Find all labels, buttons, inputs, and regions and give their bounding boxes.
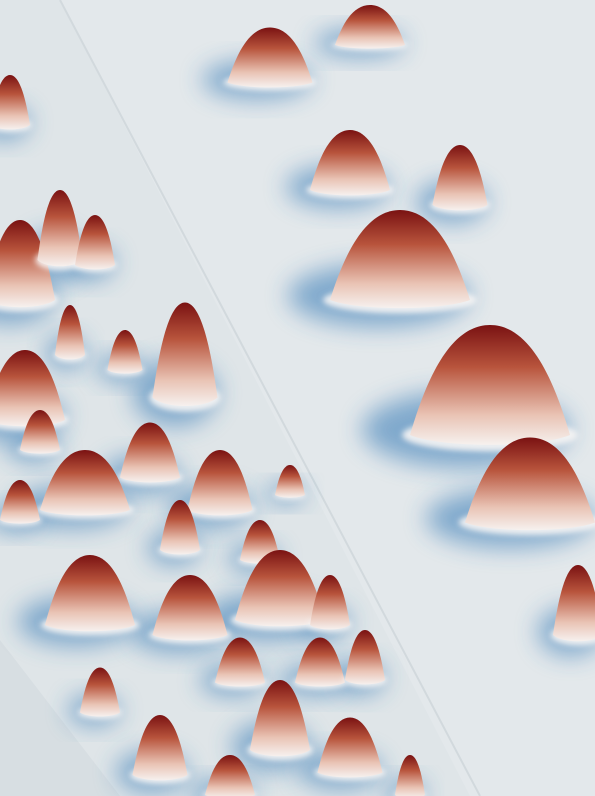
peak	[187, 450, 253, 516]
peak	[345, 630, 385, 685]
peak	[160, 500, 200, 555]
peak	[0, 75, 30, 130]
peak	[75, 215, 115, 270]
peak	[227, 27, 313, 88]
peak	[120, 422, 180, 483]
peak	[20, 410, 60, 454]
peak	[215, 637, 265, 687]
peak	[310, 575, 350, 630]
peak	[250, 680, 310, 757]
peak	[295, 637, 345, 687]
peak	[432, 145, 488, 211]
peak	[45, 555, 135, 632]
peak	[317, 717, 383, 778]
peak	[465, 437, 595, 531]
peak	[107, 330, 143, 374]
peak	[330, 210, 470, 309]
peak	[310, 130, 390, 196]
peak	[37, 190, 83, 267]
peak	[553, 565, 595, 642]
peak	[55, 305, 85, 360]
peak	[40, 450, 130, 516]
peak	[152, 575, 228, 641]
peak	[235, 550, 325, 627]
peak	[0, 220, 55, 308]
seam	[59, 0, 481, 796]
peak	[205, 755, 255, 796]
band	[0, 640, 120, 796]
peak	[132, 715, 188, 781]
peak	[0, 350, 65, 427]
peak	[335, 5, 405, 49]
peak	[152, 302, 218, 407]
peak	[0, 480, 40, 524]
peaks	[0, 5, 595, 796]
peak	[275, 465, 305, 498]
peak	[395, 755, 425, 796]
peak	[80, 667, 120, 717]
peak	[410, 325, 570, 445]
